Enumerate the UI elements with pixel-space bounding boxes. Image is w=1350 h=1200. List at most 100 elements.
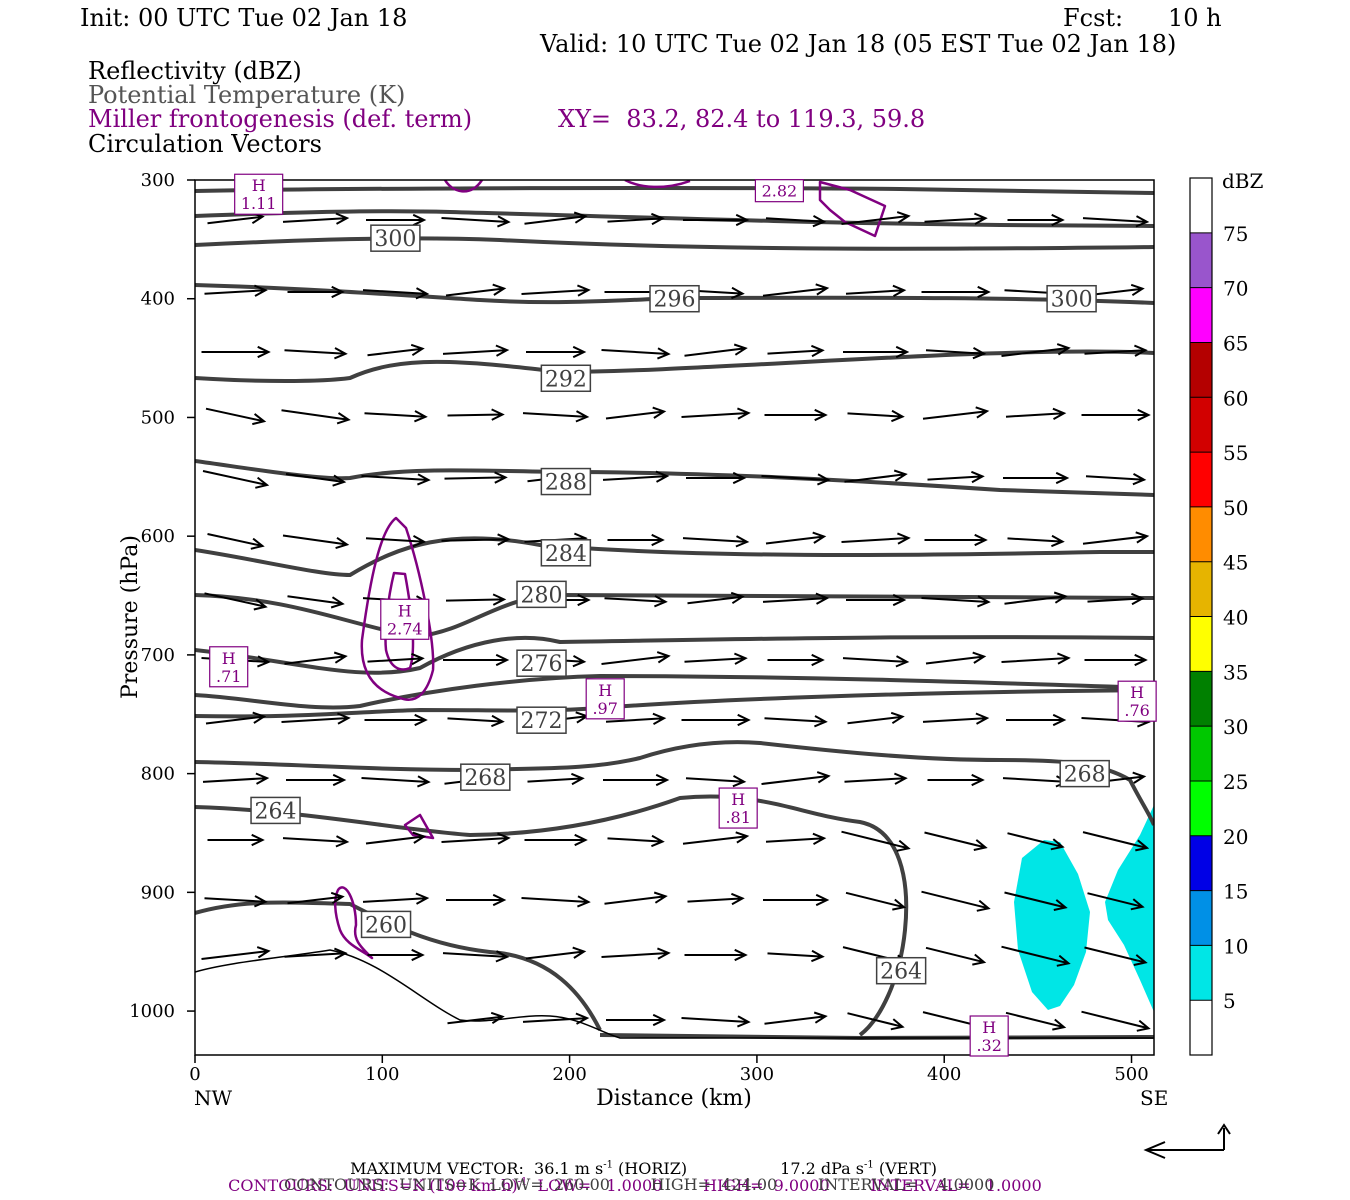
- theta-contour-label: 268: [464, 766, 506, 791]
- theta-contours: [195, 185, 1154, 1040]
- colorbar-level-label: 25: [1223, 770, 1248, 794]
- circulation-vector: [684, 343, 748, 357]
- circulation-vector: [287, 285, 345, 299]
- theta-label-box: [1046, 284, 1097, 313]
- circulation-vector: [1004, 891, 1068, 911]
- colorbar-swatch: [1190, 287, 1212, 343]
- miller-label-box: [209, 646, 249, 688]
- theta-contour-label: 300: [1051, 288, 1093, 313]
- x-end-label-se: SE: [1140, 1086, 1168, 1110]
- circulation-vector: [526, 345, 587, 359]
- circulation-vector: [281, 712, 351, 725]
- theta-contour-labels: 300 296 300 292 288 284 280 276 272 268 268 264 260 2…: [250, 224, 1110, 985]
- circulation-vector: [362, 287, 430, 300]
- colorbar-swatch: [1190, 506, 1212, 562]
- circulation-vector: [1004, 591, 1068, 605]
- circulation-vector: [367, 652, 425, 666]
- circulation-vector: [687, 892, 745, 906]
- circulation-vector: [604, 891, 668, 905]
- circulation-vector: [1005, 1011, 1067, 1031]
- miller-value-label: .71: [216, 667, 241, 686]
- miller-label-box: [1117, 680, 1157, 722]
- circulation-vector: [922, 712, 990, 725]
- circulation-vector: [204, 284, 268, 297]
- circulation-vector: [1005, 407, 1067, 420]
- circulation-vector: [925, 651, 987, 665]
- circulation-vector: [847, 1012, 905, 1031]
- theta-contour-label: 268: [1064, 763, 1106, 788]
- colorbar-swatch: [1190, 397, 1212, 453]
- miller-high-marker: H: [222, 649, 236, 668]
- miller-value-label: 2.82: [762, 182, 798, 201]
- circulation-vector: [686, 471, 747, 485]
- x-tick-label: 300: [740, 1064, 774, 1085]
- circulation-vector: [364, 410, 428, 423]
- miller-high-marker: H: [731, 790, 745, 809]
- circulation-vector: [927, 773, 985, 787]
- forecast-hour: 10 h: [1168, 4, 1222, 32]
- circulation-vector: [445, 283, 507, 297]
- y-tick-label: 1000: [129, 1001, 175, 1022]
- miller-value-label: .32: [976, 1036, 1001, 1055]
- miller-value-label: 2.74: [387, 619, 423, 638]
- forecast-label: Fcst:: [1063, 4, 1124, 32]
- miller-value-label: 1.11: [241, 194, 277, 213]
- circulation-vector: [765, 531, 827, 545]
- circulation-vector: [1084, 344, 1148, 357]
- contours-miller-info: CONTOURS: UNITS=K (100 km h)-1 LOW= 1.00…: [228, 1176, 1042, 1195]
- colorbar-level-label: 55: [1223, 441, 1248, 465]
- theta-contour-label: 264: [880, 960, 922, 985]
- circulation-vector: [681, 713, 751, 727]
- theta-contour-label: 264: [255, 799, 297, 824]
- circulation-vector: [1001, 945, 1071, 967]
- colorbar-level-label: 40: [1223, 606, 1248, 630]
- colorbar-swatch: [1190, 726, 1212, 781]
- theta-contour-label: 300: [374, 227, 416, 252]
- circulation-vector: [447, 714, 505, 728]
- circulation-vector: [521, 284, 591, 297]
- circulation-vector: [606, 1013, 667, 1027]
- circulation-vector: [1084, 653, 1148, 667]
- circulation-vector: [205, 407, 267, 426]
- reflectivity-blob-1: [1014, 840, 1090, 1010]
- circulation-vector: [205, 711, 267, 725]
- circulation-vector: [601, 651, 671, 665]
- colorbar-level-label: 45: [1223, 551, 1248, 575]
- circulation-vector: [286, 773, 347, 787]
- circulation-vector: [1001, 343, 1071, 357]
- colorbar-level-label: 60: [1223, 386, 1248, 410]
- init-time: Init: 00 UTC Tue 02 Jan 18: [80, 4, 408, 32]
- circulation-vector: [367, 948, 425, 962]
- circulation-vector: [365, 831, 427, 845]
- theta-contour-label: 288: [545, 471, 587, 496]
- circulation-vector: [1007, 213, 1065, 227]
- theta-label-box: [516, 649, 567, 677]
- circulation-vector: [285, 473, 347, 487]
- circulation-vector: [845, 891, 907, 911]
- circulation-vector: [605, 712, 667, 725]
- reflectivity-blob-2: [1105, 805, 1154, 1012]
- x-axis: 0 100 200 300 400 500: [189, 1055, 1149, 1085]
- theta-label-box: [875, 956, 927, 985]
- circulation-vector: [763, 893, 830, 907]
- circulation-vector: [1007, 534, 1065, 548]
- circulation-vector: [681, 407, 751, 420]
- miller-label-box: [969, 1015, 1009, 1057]
- circulation-vector: [1007, 832, 1065, 851]
- colorbar-level-label: 50: [1223, 496, 1248, 520]
- x-end-label-nw: NW: [194, 1086, 233, 1110]
- max-vector-vert: 17.2 dPa s-1 (VERT): [780, 1159, 938, 1178]
- colorbar-swatch: [1190, 780, 1212, 836]
- y-tick-label: 600: [141, 526, 175, 547]
- circulation-vector: [921, 285, 991, 299]
- circulation-vector: [522, 1012, 590, 1025]
- circulation-vector: [282, 534, 350, 550]
- circulation-vector: [605, 406, 667, 420]
- x-tick-label: 200: [552, 1064, 586, 1085]
- circulation-vector: [687, 591, 745, 605]
- colorbar-swatch: [1190, 452, 1212, 507]
- circulation-vector: [287, 891, 345, 905]
- circulation-vector: [522, 410, 590, 423]
- circulation-vector: [847, 711, 905, 725]
